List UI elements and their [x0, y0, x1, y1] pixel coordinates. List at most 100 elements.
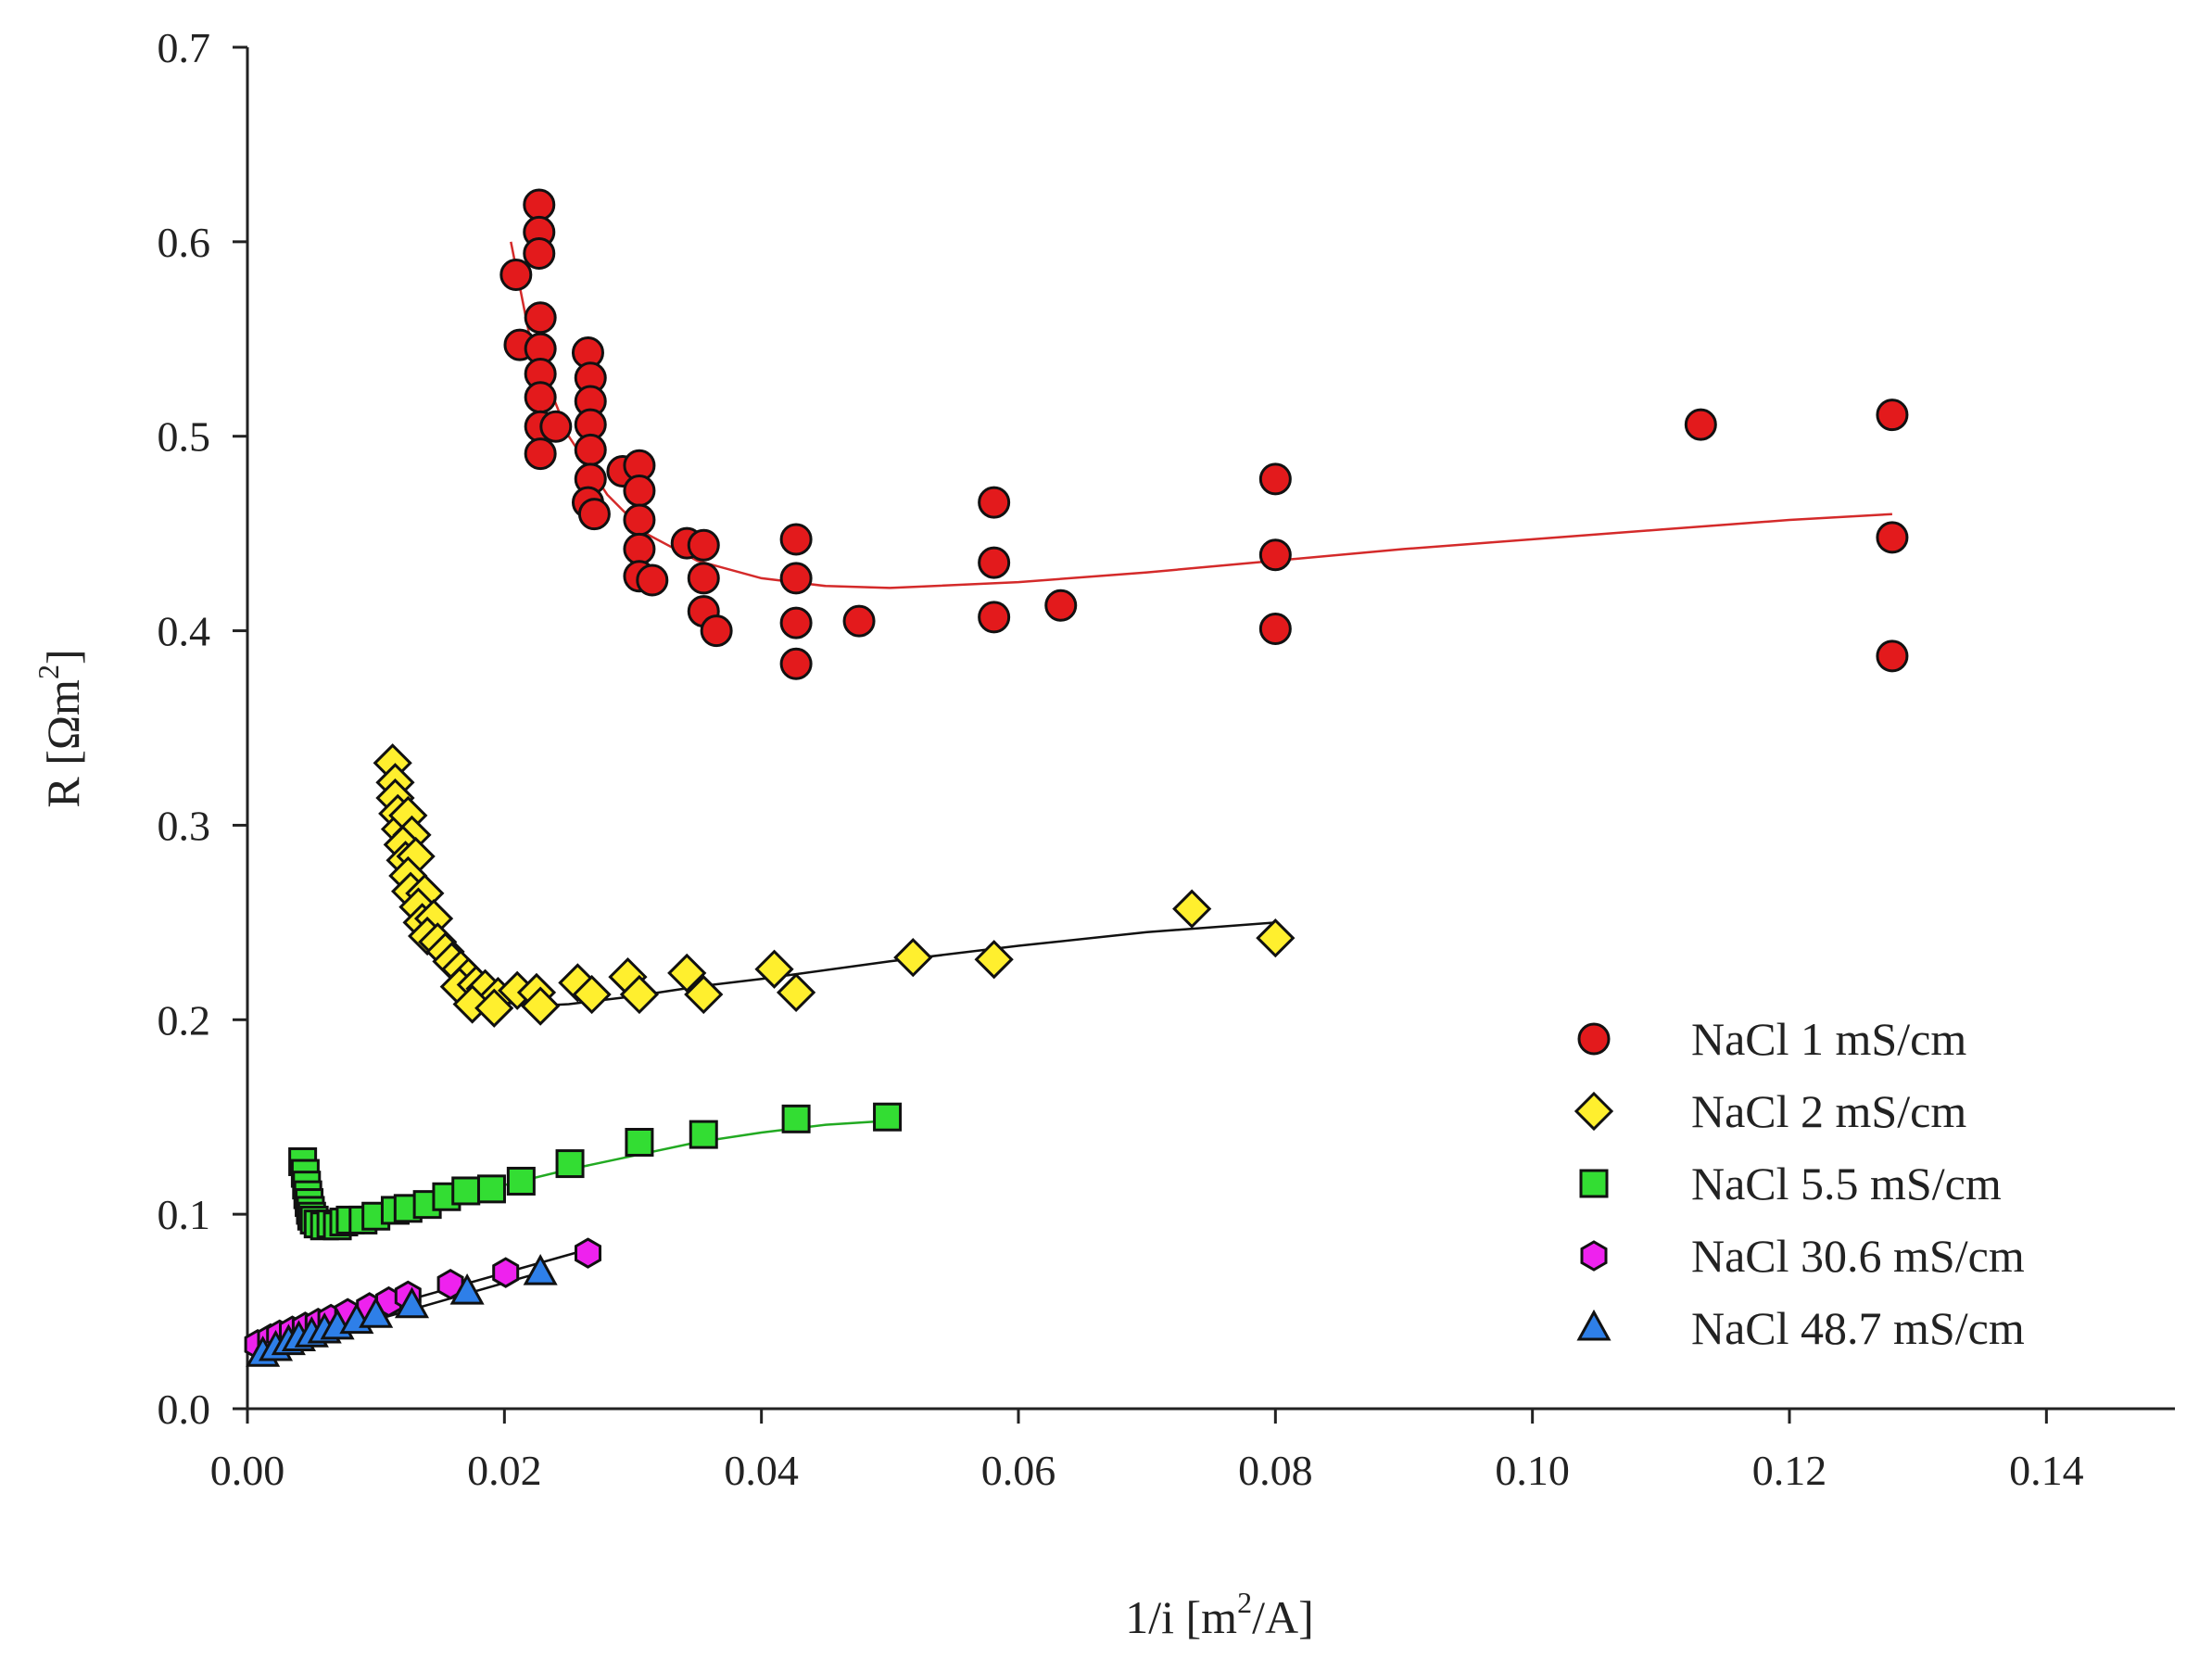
x-tick-label: 0.08 [1238, 1447, 1313, 1494]
x-tick-label: 0.10 [1495, 1447, 1570, 1494]
data-point [700, 614, 733, 648]
ticks: 0.00 0.02 0.04 0.06 0.08 0.10 0.12 0.14 0.0 0.1 0.… [158, 24, 2084, 1494]
data-point [684, 974, 724, 1015]
data-point [1044, 589, 1078, 622]
data-point [776, 972, 816, 1013]
data-point [521, 986, 561, 1026]
data-point [689, 1120, 718, 1149]
legend-entry-1: NaCl 2 mS/cm [1574, 1085, 1966, 1137]
legend: NaCl 1 mS/cm NaCl 2 mS/cm NaCl 5.5 mS/cm Na… [1574, 1013, 2025, 1354]
data-point [779, 523, 813, 556]
data-point [572, 974, 612, 1015]
x-tick-label: 0.06 [981, 1447, 1056, 1494]
axes [246, 47, 2175, 1411]
x-tick-label: 0.04 [724, 1447, 799, 1494]
data-point [523, 1253, 558, 1285]
data-point [667, 953, 707, 994]
data-point [779, 606, 813, 639]
data-point [452, 984, 492, 1024]
x-tick-label: 0.14 [2009, 1447, 2084, 1494]
data-point [474, 988, 514, 1028]
data-point [492, 1257, 520, 1288]
data-point [524, 301, 557, 335]
data-point [1258, 462, 1292, 496]
data-point [1876, 521, 1909, 554]
data-points [244, 188, 1909, 1367]
y-tick-label: 0.6 [158, 219, 211, 266]
series-1-points [373, 743, 1296, 1028]
data-point [575, 1237, 601, 1269]
data-point [523, 236, 556, 270]
legend-entry-3: NaCl 30.6 mS/cm [1580, 1230, 2025, 1282]
data-point [577, 498, 611, 531]
data-point [524, 437, 557, 471]
legend-entry-4: NaCl 48.7 mS/cm [1576, 1302, 2025, 1354]
x-tick-label: 0.02 [467, 1447, 542, 1494]
data-point [539, 410, 573, 443]
data-point [394, 1286, 430, 1319]
data-point [619, 974, 660, 1015]
legend-marker [1577, 1022, 1611, 1056]
fit-line-series-0 [510, 241, 1892, 589]
legend-marker [1576, 1309, 1612, 1341]
y-tick-label: 0.4 [158, 608, 211, 655]
data-point [873, 1102, 903, 1132]
y-tick-label: 0.0 [158, 1386, 211, 1433]
data-point [978, 486, 1011, 519]
data-point [978, 601, 1011, 634]
legend-label: NaCl 2 mS/cm [1691, 1085, 1966, 1137]
legend-marker [1580, 1240, 1608, 1272]
x-tick-label: 0.00 [210, 1447, 285, 1494]
y-axis-title: R [Ωm2] [32, 649, 89, 807]
legend-label: NaCl 1 mS/cm [1691, 1013, 1966, 1065]
data-point [781, 1104, 811, 1133]
y-tick-label: 0.1 [158, 1191, 211, 1238]
data-point [499, 259, 533, 292]
data-point [754, 949, 794, 989]
y-tick-label: 0.5 [158, 413, 211, 461]
data-point [893, 938, 933, 978]
data-point [974, 940, 1014, 980]
data-point [842, 604, 876, 638]
y-tick-label: 0.7 [158, 24, 211, 71]
x-axis-title: 1/i [m2/A] [1125, 1586, 1313, 1643]
data-point [1876, 639, 1909, 673]
legend-label: NaCl 30.6 mS/cm [1691, 1230, 2025, 1282]
data-point [574, 433, 607, 466]
data-point [523, 188, 556, 222]
y-tick-label: 0.2 [158, 996, 211, 1044]
data-point [359, 1297, 394, 1328]
data-point [1258, 612, 1292, 645]
data-point [1258, 538, 1292, 572]
data-point [1684, 408, 1717, 441]
legend-marker [1579, 1169, 1609, 1198]
data-point [978, 546, 1011, 579]
data-point [687, 528, 720, 562]
data-point [1172, 889, 1212, 929]
data-point [687, 562, 720, 595]
data-point [436, 1268, 464, 1300]
series-4-points [246, 1253, 558, 1367]
legend-label: NaCl 48.7 mS/cm [1691, 1302, 2025, 1354]
data-point [524, 381, 557, 414]
data-point [506, 1166, 536, 1196]
data-point [625, 1127, 654, 1157]
data-point [555, 1149, 585, 1179]
data-point [623, 474, 656, 507]
y-tick-label: 0.3 [158, 802, 211, 849]
series-2-points [288, 1102, 903, 1241]
data-point [779, 647, 813, 680]
data-point [636, 563, 669, 597]
data-point [476, 1174, 506, 1204]
legend-entry-0: NaCl 1 mS/cm [1577, 1013, 1966, 1065]
data-point [449, 1272, 485, 1305]
data-point [451, 1176, 481, 1206]
series-0-points [499, 188, 1909, 680]
legend-marker [1574, 1091, 1614, 1132]
fit-line-series-1 [390, 766, 1276, 1007]
data-point [1256, 918, 1296, 958]
data-point [779, 562, 813, 595]
data-point [623, 532, 656, 565]
